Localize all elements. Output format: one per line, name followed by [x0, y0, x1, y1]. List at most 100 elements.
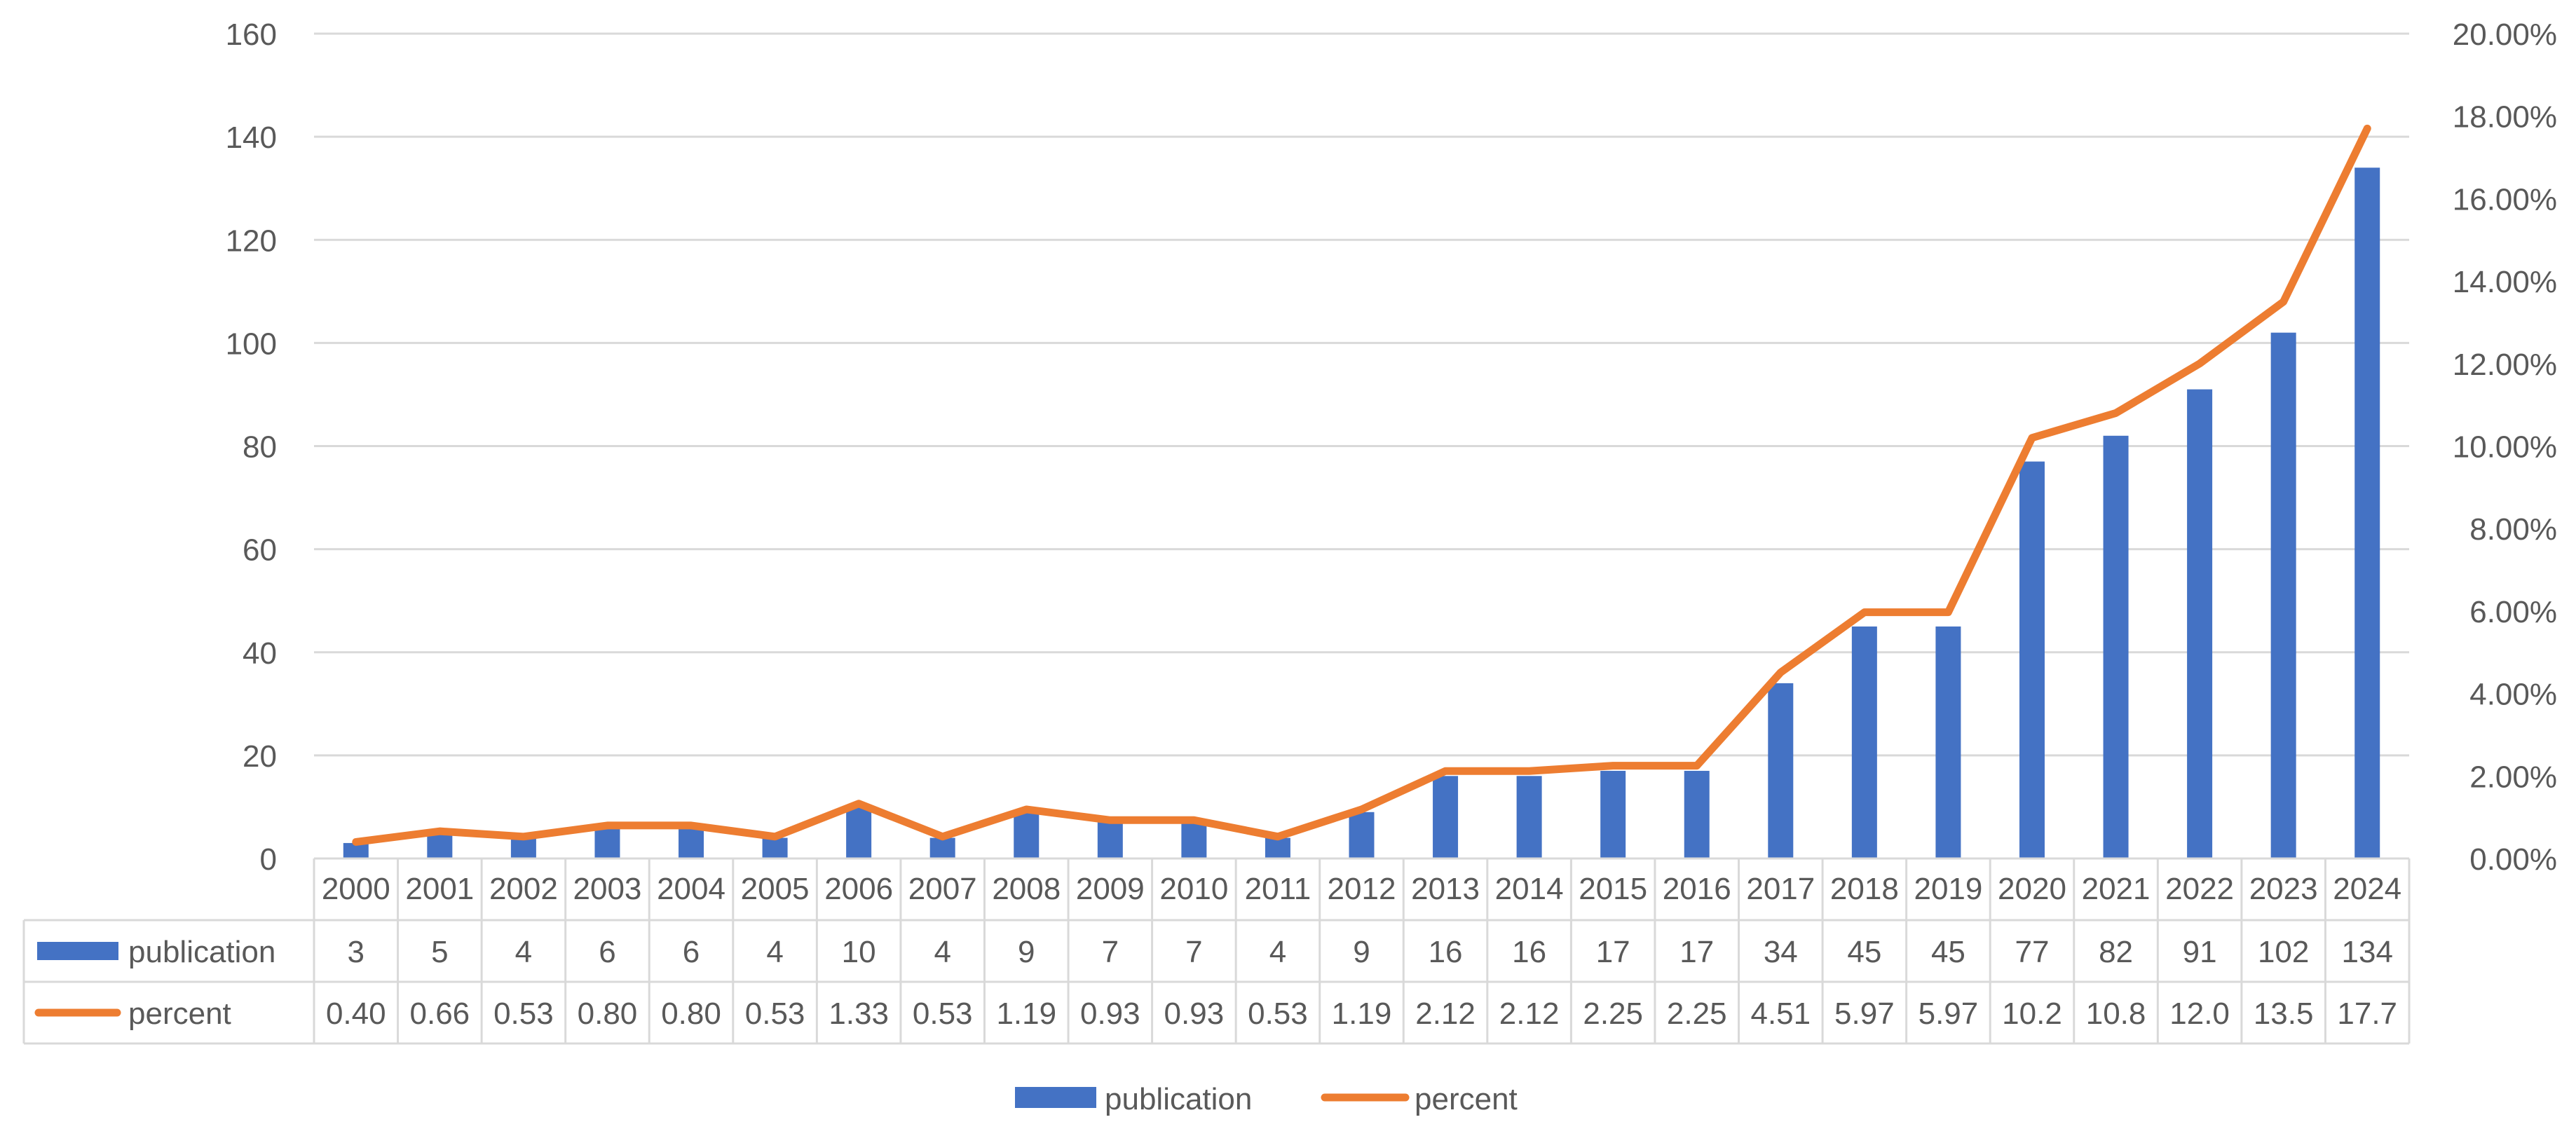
bar-2019	[1935, 626, 1961, 858]
data-label-publication: 91	[2183, 935, 2217, 969]
x-tick-label: 2015	[1579, 872, 1647, 906]
data-label-publication: 6	[599, 935, 615, 969]
x-tick-label: 2007	[908, 872, 977, 906]
x-tick-label: 2020	[1998, 872, 2066, 906]
data-label-publication: 102	[2258, 935, 2309, 969]
x-tick-label: 2024	[2333, 872, 2401, 906]
left-y-tick-label: 40	[243, 636, 277, 671]
legend-percent-label: percent	[1415, 1082, 1518, 1116]
data-label-publication: 45	[1931, 935, 1965, 969]
data-label-percent: 0.53	[745, 997, 805, 1031]
data-label-percent: 0.93	[1080, 997, 1140, 1031]
right-y-tick-label: 0.00%	[2469, 842, 2557, 877]
bar-2020	[2019, 461, 2045, 858]
x-tick-label: 2000	[322, 872, 390, 906]
x-tick-label: 2011	[1245, 872, 1311, 906]
x-tick-label: 2014	[1495, 872, 1564, 906]
x-tick-label: 2013	[1411, 872, 1480, 906]
data-label-publication: 82	[2099, 935, 2133, 969]
bar-2002	[510, 837, 536, 858]
data-label-percent: 1.33	[829, 997, 889, 1031]
bar-2013	[1433, 776, 1459, 858]
x-tick-label: 2012	[1328, 872, 1396, 906]
data-label-publication: 34	[1764, 935, 1798, 969]
data-label-publication: 17	[1596, 935, 1630, 969]
data-label-percent: 0.93	[1164, 997, 1225, 1031]
x-tick-label: 2019	[1914, 872, 1982, 906]
bar-2018	[1851, 626, 1877, 858]
data-label-percent: 2.25	[1667, 997, 1727, 1031]
data-label-publication: 45	[1847, 935, 1881, 969]
x-tick-label: 2021	[2082, 872, 2151, 906]
data-label-publication: 6	[683, 935, 700, 969]
percent-series-line	[352, 124, 2371, 846]
bar-2011	[1265, 837, 1290, 858]
x-tick-label: 2006	[824, 872, 893, 906]
bar-2001	[427, 833, 453, 858]
x-tick-label: 2005	[741, 872, 810, 906]
left-y-tick-label: 20	[243, 739, 277, 774]
legend: publication percent	[1015, 1082, 1518, 1116]
left-y-tick-label: 140	[226, 121, 277, 155]
data-label-percent: 2.12	[1499, 997, 1560, 1031]
data-label-percent: 1.19	[1332, 997, 1392, 1031]
x-tick-label: 2001	[405, 872, 474, 906]
data-label-percent: 5.97	[1919, 997, 1979, 1031]
data-table: 2000 2001 2002 2003 2004 2005 2006 2007 2008 2009…	[22, 857, 2411, 1045]
right-y-tick-label: 2.00%	[2469, 760, 2557, 794]
table-publication-swatch	[37, 942, 118, 960]
x-tick-label: 2010	[1159, 872, 1228, 906]
right-y-tick-label: 18.00%	[2453, 100, 2557, 135]
bar-2017	[1768, 683, 1794, 858]
bar-2022	[2187, 389, 2213, 858]
bar-2021	[2103, 435, 2129, 858]
bar-2014	[1516, 776, 1542, 858]
x-tick-label: 2016	[1663, 872, 1731, 906]
left-y-tick-label: 0	[260, 842, 277, 877]
bar-2015	[1600, 770, 1626, 858]
right-y-tick-label: 8.00%	[2469, 512, 2557, 547]
data-label-publication: 134	[2342, 935, 2393, 969]
data-label-publication: 16	[1512, 935, 1546, 969]
data-label-percent: 1.19	[996, 997, 1056, 1031]
data-label-percent: 4.51	[1750, 997, 1811, 1031]
data-label-percent: 0.53	[493, 997, 554, 1031]
right-y-tick-label: 4.00%	[2469, 678, 2557, 712]
bar-2023	[2270, 332, 2296, 859]
left-y-tick-label: 120	[226, 224, 277, 258]
right-y-axis: 0.00% 2.00% 4.00% 6.00% 8.00% 10.00% 12.00% 14.…	[2453, 18, 2557, 877]
data-label-publication: 4	[1269, 935, 1286, 969]
data-label-percent: 12.0	[2169, 997, 2230, 1031]
x-tick-label: 2003	[573, 872, 642, 906]
data-label-publication: 16	[1429, 935, 1463, 969]
left-y-axis: 0 20 40 60 80 100 120 140 160	[226, 18, 277, 877]
left-y-tick-label: 60	[243, 533, 277, 568]
data-label-percent: 10.2	[2002, 997, 2062, 1031]
data-label-publication: 9	[1353, 935, 1370, 969]
data-label-publication: 4	[934, 935, 950, 969]
table-row-header-percent: percent	[128, 997, 231, 1031]
bar-2016	[1684, 770, 1710, 858]
right-y-tick-label: 16.00%	[2453, 182, 2557, 217]
x-tick-label: 2009	[1076, 872, 1145, 906]
bar-2003	[594, 827, 620, 858]
data-label-publication: 3	[348, 935, 364, 969]
bar-2000	[343, 842, 369, 858]
data-label-publication: 4	[515, 935, 532, 969]
data-label-percent: 0.66	[410, 997, 470, 1031]
right-y-tick-label: 10.00%	[2453, 430, 2557, 465]
data-label-percent: 0.40	[326, 997, 386, 1031]
data-label-publication: 7	[1185, 935, 1202, 969]
table-row-header-publication: publication	[128, 935, 275, 969]
gridlines	[314, 32, 2409, 860]
data-label-percent: 13.5	[2254, 997, 2314, 1031]
x-tick-label: 2004	[657, 872, 725, 906]
x-tick-label: 2002	[489, 872, 558, 906]
left-y-tick-label: 160	[226, 18, 277, 52]
x-tick-label: 2022	[2165, 872, 2234, 906]
publication-bars	[343, 167, 2380, 859]
data-label-publication: 10	[842, 935, 876, 969]
legend-publication-swatch	[1015, 1087, 1096, 1108]
right-y-tick-label: 12.00%	[2453, 348, 2557, 382]
